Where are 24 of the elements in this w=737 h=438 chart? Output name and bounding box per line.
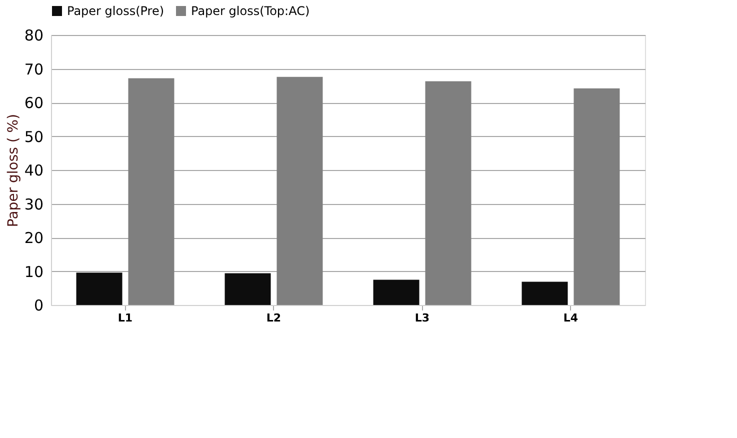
bar xyxy=(128,78,174,305)
y-tick-label: 0 xyxy=(34,296,44,314)
x-tick-label: L3 xyxy=(414,312,430,324)
y-tick-label: 20 xyxy=(24,229,44,247)
y-tick-label: 80 xyxy=(24,26,44,44)
bar xyxy=(574,88,620,305)
x-tick-label: L1 xyxy=(118,312,133,324)
legend-label: Paper gloss(Pre) xyxy=(67,4,164,18)
bar xyxy=(276,76,323,305)
bar xyxy=(425,81,472,305)
y-axis-title: Paper gloss ( %) xyxy=(5,114,22,228)
y-tick-label: 10 xyxy=(24,262,44,281)
x-tick-label: L4 xyxy=(563,312,578,324)
x-tick-label: L2 xyxy=(266,312,282,324)
bar xyxy=(76,272,122,305)
bar xyxy=(224,273,271,305)
y-tick-label: 40 xyxy=(24,162,44,180)
y-tick-label: 30 xyxy=(24,195,44,214)
y-tick-label: 70 xyxy=(24,60,44,78)
bar xyxy=(373,280,420,305)
legend-label: Paper gloss(Top:AC) xyxy=(191,4,310,18)
bar xyxy=(522,282,568,305)
y-tick-label: 60 xyxy=(24,94,44,112)
y-tick-label: 50 xyxy=(24,128,44,146)
